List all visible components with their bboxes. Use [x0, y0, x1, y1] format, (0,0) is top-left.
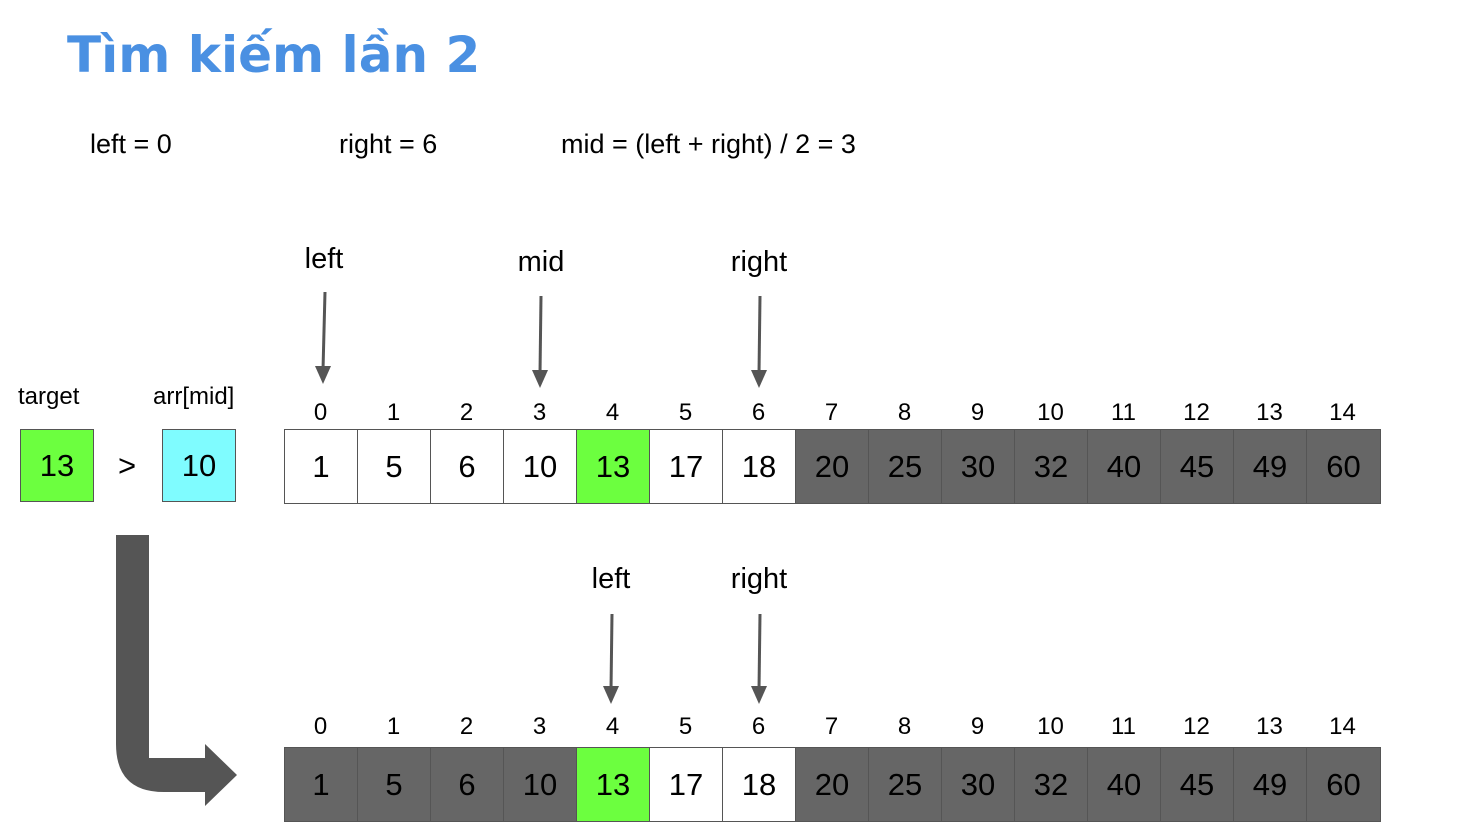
arr-mid-value-box: 10	[162, 429, 236, 502]
bottom-array-indices: 0 1 2 3 4 5 6 7 8 9 10 11 12 13 14	[284, 712, 1379, 742]
bottom-array-index: 0	[313, 713, 328, 740]
top-array-cell: 20	[796, 430, 869, 503]
bottom-array-cell: 13	[577, 748, 650, 821]
top-array-index: 10	[1037, 399, 1064, 426]
bottom-array-index: 4	[605, 713, 620, 740]
formula-right: right = 6	[339, 129, 438, 159]
top-array-cell: 45	[1161, 430, 1234, 503]
bottom-array-cell: 6	[431, 748, 504, 821]
bottom-array-index: 10	[1037, 713, 1064, 740]
top-array-index: 3	[532, 399, 547, 426]
formula-mid: mid = (left + right) / 2 = 3	[561, 129, 856, 159]
target-label: target	[18, 383, 80, 410]
top-array-cell: 25	[869, 430, 942, 503]
top-array-cell: 5	[358, 430, 431, 503]
bottom-array-cell: 25	[869, 748, 942, 821]
bottom-array-cell: 45	[1161, 748, 1234, 821]
bottom-array-cell: 40	[1088, 748, 1161, 821]
top-right-pointer-arrow	[751, 295, 767, 388]
bottom-array: 1 5 6 10 13 17 18 20 25 30 32 40 45 49 60	[284, 747, 1381, 822]
top-array-index: 1	[386, 399, 401, 426]
bottom-array-cell: 1	[285, 748, 358, 821]
bottom-array-index: 5	[678, 713, 693, 740]
bottom-array-cell: 30	[942, 748, 1015, 821]
top-array-cell: 1	[285, 430, 358, 503]
bottom-array-index: 6	[751, 713, 766, 740]
bottom-array-cell: 60	[1307, 748, 1380, 821]
bottom-array-index: 7	[824, 713, 839, 740]
bottom-array-cell: 18	[723, 748, 796, 821]
top-array-index: 2	[459, 399, 474, 426]
top-array-index: 9	[970, 399, 985, 426]
transition-arrow	[116, 535, 237, 806]
top-array-cell: 32	[1015, 430, 1088, 503]
top-array-cell: 60	[1307, 430, 1380, 503]
formula-left: left = 0	[90, 129, 172, 159]
top-pointer-left-label: left	[304, 243, 344, 275]
top-array-index: 11	[1111, 399, 1136, 426]
top-array-cell: 13	[577, 430, 650, 503]
target-value-box: 13	[20, 429, 94, 502]
bottom-array-index: 13	[1256, 713, 1283, 740]
bottom-array-cell: 32	[1015, 748, 1088, 821]
bottom-array-index: 2	[459, 713, 474, 740]
comparison-operator: >	[118, 448, 137, 483]
bottom-array-cell: 17	[650, 748, 723, 821]
top-array-index: 6	[751, 399, 766, 426]
top-array: 1 5 6 10 13 17 18 20 25 30 32 40 45 49 60	[284, 429, 1381, 504]
bottom-array-index: 11	[1111, 713, 1136, 740]
arr-mid-label: arr[mid]	[153, 383, 235, 410]
bottom-array-cell: 49	[1234, 748, 1307, 821]
top-left-pointer-arrow	[315, 291, 331, 384]
bottom-array-index: 1	[386, 713, 401, 740]
page-title: Tìm kiếm lần 2	[67, 26, 481, 84]
top-array-index: 5	[678, 399, 693, 426]
top-array-cell: 10	[504, 430, 577, 503]
top-array-index: 14	[1329, 399, 1356, 426]
top-array-cell: 18	[723, 430, 796, 503]
top-array-index: 12	[1183, 399, 1210, 426]
bottom-left-pointer-arrow	[603, 613, 619, 704]
bottom-right-pointer-arrow	[751, 613, 767, 704]
bottom-array-cell: 5	[358, 748, 431, 821]
bottom-pointer-right-label: right	[730, 563, 788, 595]
top-array-index: 8	[897, 399, 912, 426]
top-array-cell: 40	[1088, 430, 1161, 503]
top-array-index: 7	[824, 399, 839, 426]
bottom-array-index: 3	[532, 713, 547, 740]
bottom-array-cell: 10	[504, 748, 577, 821]
top-mid-pointer-arrow	[532, 295, 548, 388]
top-array-index: 0	[313, 399, 328, 426]
bottom-pointer-left-label: left	[591, 563, 631, 595]
bottom-array-cell: 20	[796, 748, 869, 821]
bottom-array-index: 9	[970, 713, 985, 740]
top-array-cell: 6	[431, 430, 504, 503]
bottom-array-index: 14	[1329, 713, 1356, 740]
top-array-cell: 49	[1234, 430, 1307, 503]
top-array-index: 4	[605, 399, 620, 426]
top-pointer-mid-label: mid	[517, 246, 565, 278]
top-pointer-right-label: right	[730, 246, 788, 278]
top-array-cell: 30	[942, 430, 1015, 503]
bottom-array-index: 12	[1183, 713, 1210, 740]
top-array-index: 13	[1256, 399, 1283, 426]
top-array-cell: 17	[650, 430, 723, 503]
bottom-array-index: 8	[897, 713, 912, 740]
top-array-indices: 0 1 2 3 4 5 6 7 8 9 10 11 12 13 14	[284, 398, 1379, 428]
